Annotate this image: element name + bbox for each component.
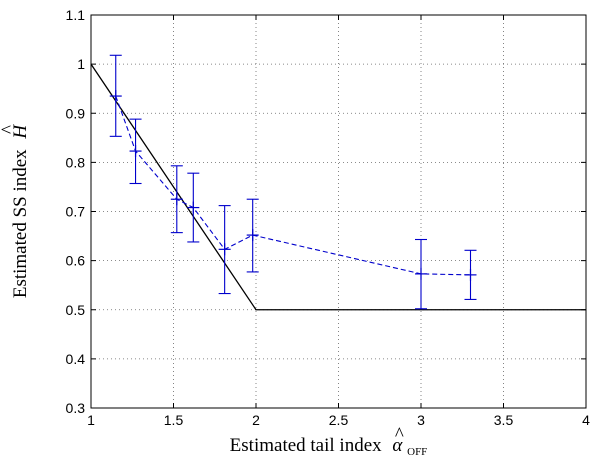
y-tick-label: 1 [77,56,85,72]
x-axis-label-symbol: α [392,435,403,456]
y-tick-label: 0.9 [66,105,86,121]
y-tick-label: 1.1 [66,7,86,23]
series-line-theory [90,63,586,311]
y-tick-label: 0.4 [66,351,86,367]
y-axis-label: Estimated SS index H [10,124,31,299]
y-tick-label: 0.7 [66,204,86,220]
x-tick-label: 1 [87,412,95,428]
y-axis-label-symbol: H [10,124,31,140]
x-tick-label: 2 [252,412,260,428]
x-axis-label-subscript: OFF [407,446,427,458]
x-axis-label-text: Estimated tail index [230,435,382,456]
axis-ticks: 1 1.5 2 2.5 3 3.5 4 0.3 0.4 0.5 0.6 0.7 0.8 0.9 1 1.1 [66,7,591,428]
y-tick-label: 0.8 [66,154,86,170]
y-axis-symbol-hat: ^ [0,125,19,134]
y-axis-label-text: Estimated SS index [10,149,31,298]
series-line-estimate [115,95,471,276]
x-tick-label: 4 [582,412,590,428]
x-tick-label: 3.5 [494,412,514,428]
x-tick-label: 2.5 [329,412,349,428]
x-tick-label: 1.5 [164,412,184,428]
grid [91,15,586,408]
y-tick-label: 0.3 [66,400,86,416]
x-axis-label: Estimated tail index α OFF [230,435,428,458]
series [90,54,586,311]
y-tick-label: 0.6 [66,253,86,269]
x-axis-symbol-hat: ^ [395,424,404,445]
x-tick-label: 3 [417,412,425,428]
y-tick-label: 0.5 [66,302,86,318]
